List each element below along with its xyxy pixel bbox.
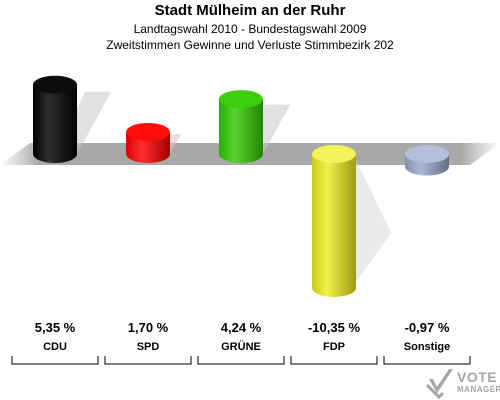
category-bracket <box>104 356 192 365</box>
logo-text-vote: VOTE <box>457 369 498 385</box>
value-label: 5,35 % <box>35 320 76 335</box>
chart-title: Stadt Mülheim an der Ruhr <box>154 2 346 19</box>
bar-cap <box>126 122 170 141</box>
value-label: 1,70 % <box>128 320 169 335</box>
bar-spd <box>126 122 170 163</box>
category-label: CDU <box>43 341 67 353</box>
bar-body <box>312 154 356 297</box>
bar-body <box>219 99 263 163</box>
bar-fdp <box>312 145 356 297</box>
bar-sonstige <box>405 145 449 176</box>
value-label: -10,35 % <box>308 320 360 335</box>
bar-cdu <box>33 75 77 163</box>
bar-cap <box>219 90 263 109</box>
bar-shadow <box>356 160 392 282</box>
bar-grüne <box>219 90 263 163</box>
chart-subtitle-2: Zweitstimmen Gewinne und Verluste Stimmb… <box>106 38 394 52</box>
category-label: GRÜNE <box>221 340 261 353</box>
category-label: FDP <box>323 341 345 353</box>
vote-manager-logo: VOTE MANAGER <box>425 367 500 400</box>
chart-subtitle: Landtagswahl 2010 - Bundestagswahl 2009 <box>133 22 367 36</box>
category-bracket <box>197 356 285 365</box>
value-label: -0,97 % <box>405 320 450 335</box>
logo-text-manager: MANAGER <box>457 385 500 394</box>
bar-cap <box>405 145 449 163</box>
value-label: 4,24 % <box>221 320 262 335</box>
bar-cap <box>33 75 77 94</box>
category-bracket <box>290 356 378 365</box>
category-label: SPD <box>137 341 160 353</box>
category-bracket <box>383 356 471 365</box>
category-label: Sonstige <box>404 341 450 353</box>
bar-cap <box>312 145 356 163</box>
bar-body <box>33 84 77 163</box>
checkmark-ballot-icon <box>425 369 453 400</box>
category-bracket <box>11 356 99 365</box>
